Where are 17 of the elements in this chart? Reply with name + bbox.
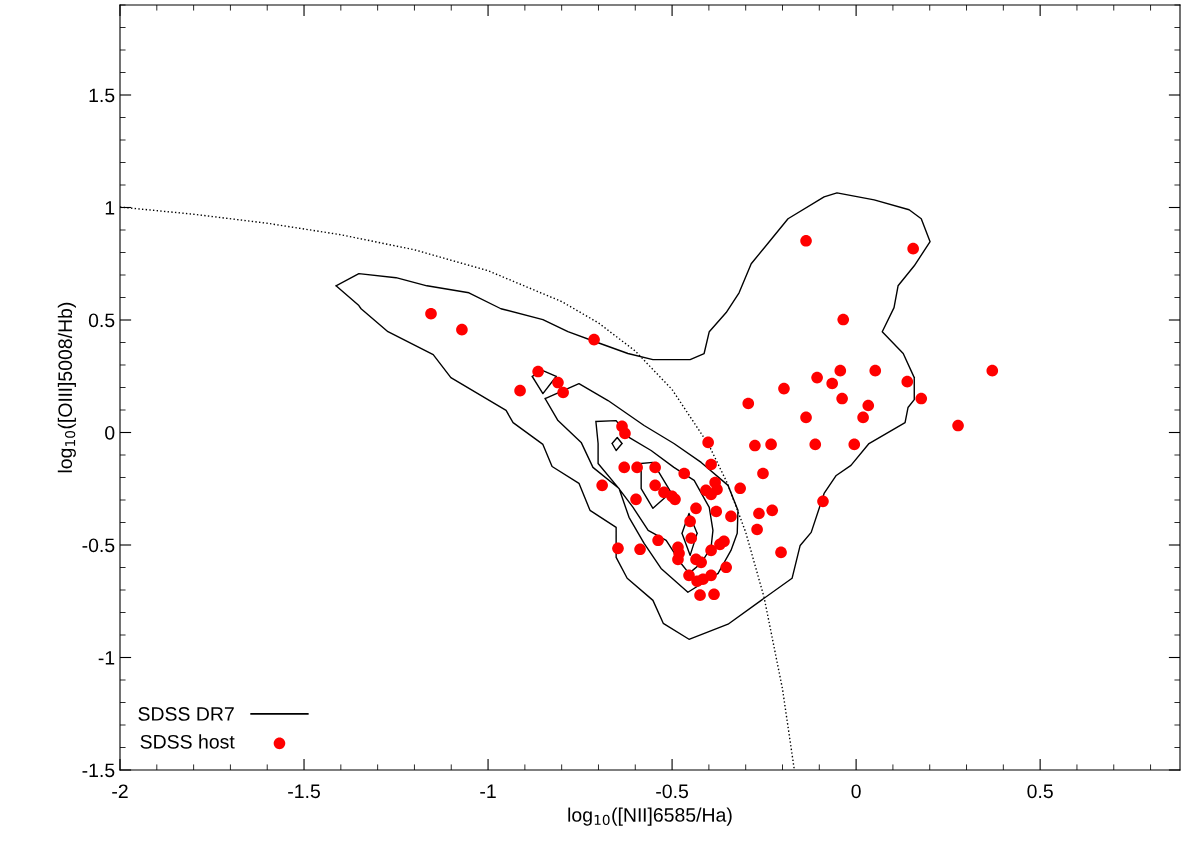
x-axis-title: log$_{10}$([NII]6585/Ha) <box>568 807 732 826</box>
legend-label: SDSS DR7 <box>138 707 234 721</box>
y-tick-label: 0.5 <box>88 313 115 328</box>
x-tick-label: -0.5 <box>656 784 689 799</box>
y-tick-label: 1 <box>105 201 115 215</box>
x-tick-label: 0 <box>851 784 861 799</box>
legend-label: SDSS host <box>140 734 235 749</box>
x-tick-label: -2 <box>112 784 128 798</box>
x-tick-label: -1.5 <box>288 784 320 799</box>
y-tick-label: 1.5 <box>89 88 115 103</box>
y-tick-label: 0 <box>105 425 115 440</box>
x-tick-label: -1 <box>480 784 496 798</box>
x-tick-label: 0.5 <box>1027 784 1053 799</box>
y-tick-label: -0.5 <box>82 538 115 553</box>
y-tick-label: -1 <box>98 651 115 665</box>
y-tick-label: -1.5 <box>82 763 115 778</box>
y-axis-title: log$_{10}$([OIII]5008/Hb) <box>57 302 76 473</box>
